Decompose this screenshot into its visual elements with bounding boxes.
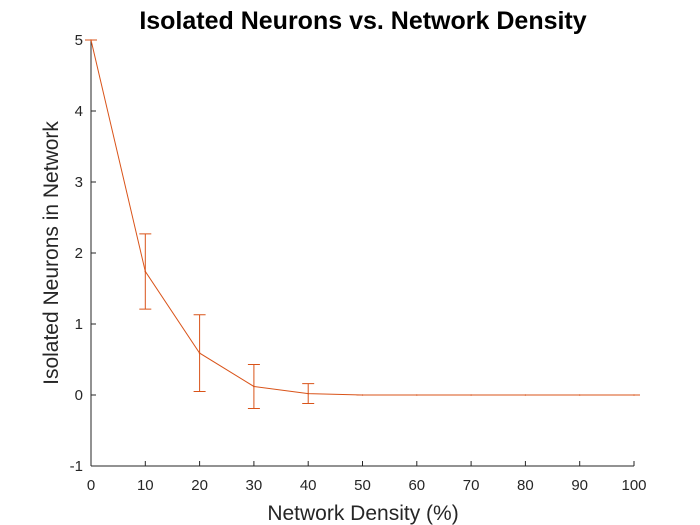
x-tick-label: 20 [191,477,208,494]
data-point [633,394,635,396]
y-tick-label: 1 [75,316,83,333]
data-point [361,394,364,396]
x-tick-label: 40 [300,477,317,494]
x-tick-label: 80 [517,477,534,494]
x-tick-label: 50 [354,477,371,494]
series-line [90,39,634,396]
x-tick-label: 90 [571,477,588,494]
x-tick-label: 30 [246,477,263,494]
y-tick-label: 5 [75,32,83,49]
x-axis-label: Network Density (%) [267,502,458,525]
data-point [578,394,581,396]
data-point [90,39,92,41]
y-axis-label: Isolated Neurons in Network [40,121,63,385]
data-point [524,394,527,396]
y-tick-label: 0 [75,387,83,404]
data-point [253,385,255,388]
y-tick-label: 4 [75,103,83,120]
x-tick-label: 0 [87,477,95,494]
x-tick-label: 70 [463,477,480,494]
x-tick-label: 10 [137,477,154,494]
data-point [198,352,201,354]
chart-title: Isolated Neurons vs. Network Density [139,7,586,35]
y-tick-label: 2 [75,245,83,262]
y-tick-label: 3 [75,174,83,191]
x-tick-label: 100 [621,477,646,494]
data-point [307,392,310,395]
data-point [144,270,147,273]
data-point [470,394,472,396]
y-tick-label: -1 [70,458,83,475]
data-point [416,394,418,396]
x-tick-label: 60 [408,477,425,494]
